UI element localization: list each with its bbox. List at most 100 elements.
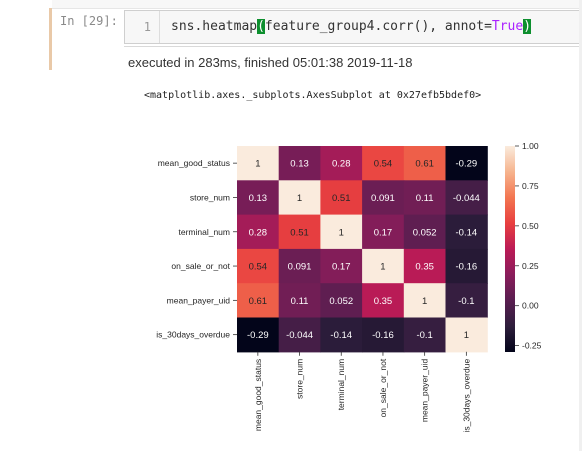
heatmap-annotation: 0.61 <box>415 159 434 170</box>
heatmap-cell <box>445 283 488 319</box>
heatmap-annotation: 0.052 <box>413 227 437 238</box>
heatmap-annotation: -0.29 <box>456 159 478 170</box>
heatmap-annotation: 0.13 <box>249 193 268 204</box>
heatmap-cell <box>403 248 447 284</box>
row-label: is_30days_overdue <box>156 330 230 340</box>
heatmap-cell <box>403 283 447 319</box>
colorbar-tick-label: 0.25 <box>522 261 539 271</box>
heatmap-cell <box>237 317 280 353</box>
colorbar-tick-label: 0.75 <box>522 181 539 191</box>
heatmap-cell <box>278 180 321 216</box>
heatmap-annotation: 0.091 <box>371 193 395 204</box>
heatmap-annotation: 0.51 <box>290 227 309 238</box>
heatmap-annotation: 0.052 <box>329 296 353 307</box>
heatmap-cell <box>278 317 321 353</box>
heatmap-cell <box>278 146 321 181</box>
heatmap-annotation: 0.28 <box>332 159 351 170</box>
heatmap-annotation: 0.13 <box>290 159 309 170</box>
heatmap-annotation: -0.29 <box>247 330 269 341</box>
row-label: mean_payer_uid <box>167 295 231 305</box>
input-prompt: In [29]: <box>60 14 118 28</box>
heatmap-cell <box>320 214 363 250</box>
code-line[interactable]: sns.heatmap(feature_group4.corr(), annot… <box>171 19 532 34</box>
heatmap-cell <box>403 146 447 181</box>
heatmap-annotation: 1 <box>297 193 302 204</box>
execution-info: executed in 283ms, finished 05:01:38 201… <box>124 46 582 70</box>
heatmap-annotation: -0.16 <box>372 330 394 341</box>
heatmap-annotation: 0.61 <box>249 296 268 307</box>
heatmap-cell <box>278 283 321 319</box>
heatmap-cell <box>403 180 447 216</box>
matched-bracket-open: ( <box>257 19 265 34</box>
heatmap-annotation: -0.044 <box>453 193 480 204</box>
heatmap-annotation: -0.044 <box>286 330 313 341</box>
cell-selection-bar <box>49 8 52 70</box>
output-repr: <matplotlib.axes._subplots.AxesSubplot a… <box>144 90 482 101</box>
heatmap-cell <box>237 214 280 250</box>
row-label: mean_good_status <box>158 158 230 168</box>
heatmap-annotation: -0.14 <box>330 330 352 341</box>
heatmap-cell <box>403 214 447 250</box>
colorbar-tick-label: 0.00 <box>522 301 539 311</box>
heatmap-cell <box>445 146 488 181</box>
column-label: is_30days_overdue <box>461 359 471 433</box>
colorbar <box>505 146 515 352</box>
heatmap-cell <box>445 248 488 284</box>
heatmap-annotation: 0.51 <box>332 193 351 204</box>
heatmap-cell <box>362 180 405 216</box>
row-label: store_num <box>190 192 230 202</box>
heatmap-annotation: 1 <box>464 330 469 341</box>
heatmap-annotation: 1 <box>339 227 344 238</box>
heatmap-cell <box>320 283 363 319</box>
scrollbar[interactable] <box>579 0 582 451</box>
heatmap-cell <box>320 317 363 353</box>
heatmap-annotation: 0.091 <box>288 262 312 273</box>
heatmap-cell <box>445 214 488 250</box>
heatmap-cell <box>320 180 363 216</box>
heatmap-cell <box>237 248 280 284</box>
heatmap-cell <box>362 248 405 284</box>
heatmap-annotation: 0.11 <box>291 296 309 307</box>
heatmap-cell <box>445 180 488 216</box>
column-label: store_num <box>295 359 305 399</box>
heatmap-cell <box>445 317 488 353</box>
previous-cell-edge <box>52 0 582 9</box>
heatmap-cell <box>320 248 363 284</box>
heatmap-annotation: 0.54 <box>249 262 268 273</box>
heatmap-annotation: 0.11 <box>416 193 434 204</box>
heatmap-annotation: 1 <box>380 262 385 273</box>
heatmap-cell <box>362 214 405 250</box>
heatmap-cell <box>237 146 280 181</box>
colorbar-tick-label: 0.50 <box>522 221 539 231</box>
heatmap-cell <box>278 248 321 284</box>
heatmap-cell <box>320 146 363 181</box>
heatmap-annotation: -0.1 <box>416 330 432 341</box>
heatmap-annotation: 0.17 <box>332 262 351 273</box>
heatmap-cell <box>237 180 280 216</box>
column-label: mean_payer_uid <box>420 359 430 423</box>
heatmap-annotation: 1 <box>422 296 427 307</box>
row-label: on_sale_or_not <box>171 261 230 271</box>
heatmap-annotation: -0.16 <box>456 262 478 273</box>
code-editor[interactable]: 1 sns.heatmap(feature_group4.corr(), ann… <box>124 10 582 44</box>
line-gutter: 1 <box>125 11 160 43</box>
heatmap-annotation: -0.14 <box>456 227 478 238</box>
heatmap-annotation: 0.35 <box>374 296 393 307</box>
heatmap-cell <box>403 317 447 353</box>
column-label: mean_good_status <box>253 359 263 431</box>
heatmap-annotation: 1 <box>255 159 260 170</box>
heatmap-cell <box>362 283 405 319</box>
code-function: sns.heatmap <box>171 19 258 34</box>
code-keyword: True <box>491 19 524 34</box>
heatmap-annotation: 0.17 <box>374 227 393 238</box>
heatmap-annotation: 0.35 <box>415 262 434 273</box>
colorbar-tick-label: 1.00 <box>522 141 539 151</box>
line-number: 1 <box>143 20 151 34</box>
code-arguments: feature_group4.corr(), annot= <box>264 19 492 34</box>
row-label: terminal_num <box>179 227 231 237</box>
heatmap-annotation: 0.28 <box>249 227 268 238</box>
column-label: terminal_num <box>336 359 346 411</box>
column-label: on_sale_or_not <box>378 358 388 417</box>
heatmap-annotation: 0.54 <box>374 159 393 170</box>
